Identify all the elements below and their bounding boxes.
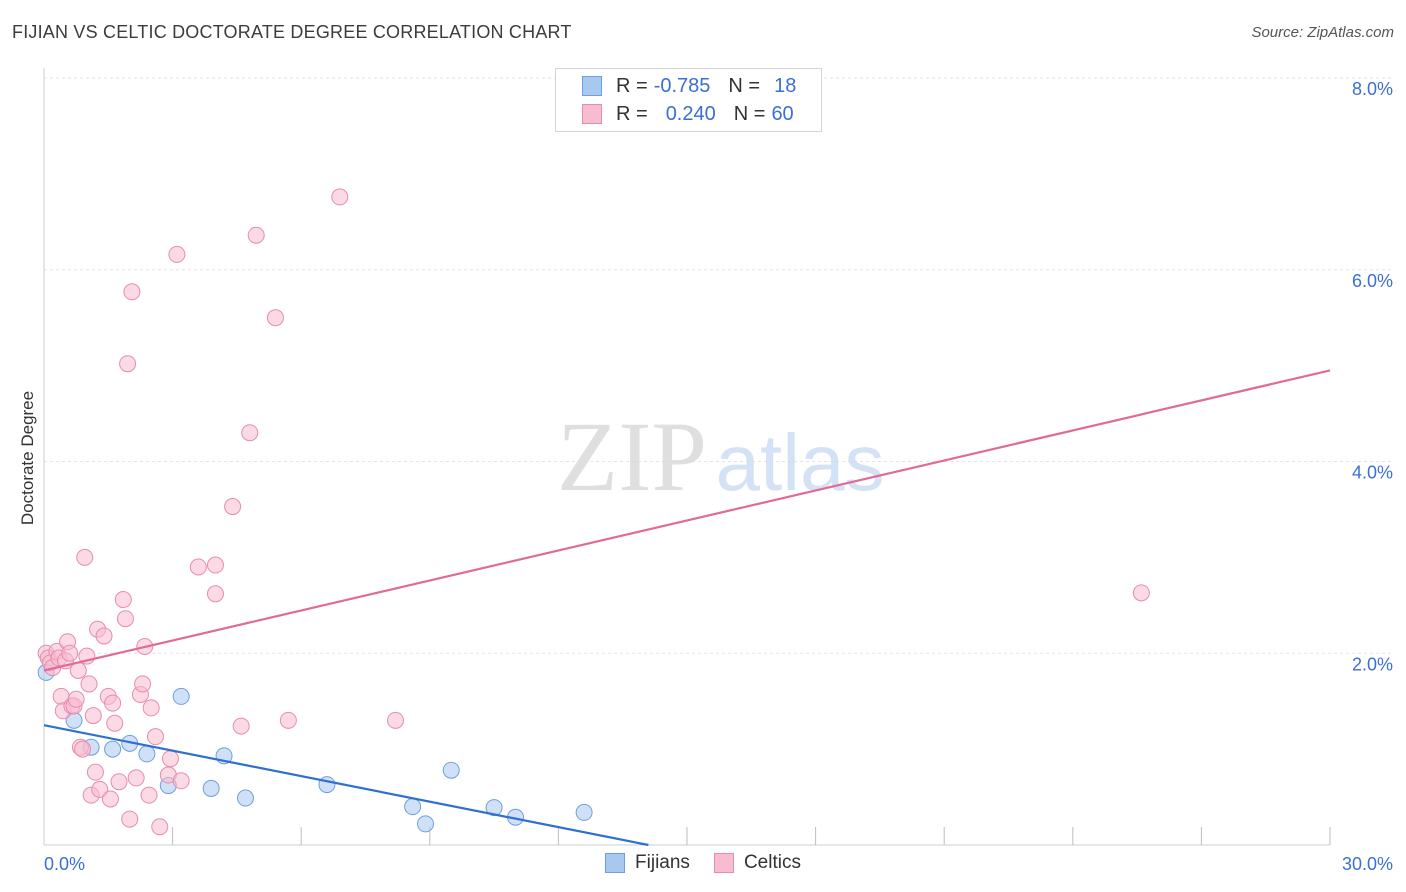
point-fijians [202, 779, 220, 797]
y-tick-label: 8.0% [1352, 79, 1393, 99]
point-celtics [146, 728, 164, 746]
point-celtics [331, 188, 349, 206]
point-celtics [151, 818, 169, 836]
point-celtics [140, 786, 158, 804]
grid [44, 77, 1392, 654]
point-celtics [114, 591, 132, 609]
point-celtics [116, 610, 134, 628]
point-celtics [104, 694, 122, 712]
trend-line-fijians [43, 724, 649, 847]
point-celtics [127, 769, 145, 787]
point-celtics [101, 790, 119, 808]
point-fijians [138, 745, 156, 763]
point-celtics [161, 750, 179, 768]
point-celtics [172, 772, 190, 790]
point-celtics [67, 690, 85, 708]
point-celtics [123, 283, 141, 301]
point-celtics [232, 717, 250, 735]
point-celtics [121, 810, 139, 828]
point-celtics [266, 309, 284, 327]
point-celtics [241, 424, 259, 442]
point-celtics [189, 558, 207, 576]
series-swatch-fijians [605, 853, 626, 873]
point-fijians [104, 740, 122, 758]
point-celtics [119, 355, 137, 373]
point-celtics [61, 644, 79, 662]
point-celtics [206, 556, 224, 574]
series-label-fijians: Fijians [635, 852, 690, 873]
point-celtics [279, 711, 297, 729]
point-celtics [387, 711, 405, 729]
point-fijians [172, 687, 190, 705]
point-celtics [106, 714, 124, 732]
point-fijians [485, 799, 503, 817]
point-celtics [1132, 584, 1150, 602]
legend-swatch-fijians [582, 76, 602, 96]
point-celtics [84, 707, 102, 725]
point-celtics [76, 548, 94, 566]
legend-row-fijians: R = -0.785 N = 18 [582, 73, 796, 99]
series-label-celtics: Celtics [743, 852, 801, 873]
point-fijians [442, 761, 460, 779]
point-celtics [91, 780, 109, 798]
trend-lines [43, 369, 1331, 847]
point-fijians [318, 776, 336, 794]
point-celtics [74, 740, 92, 758]
trend-line-celtics [43, 369, 1331, 672]
y-axis-label: Doctorate Degree [18, 391, 37, 525]
legend-r-label: R = [616, 102, 648, 125]
watermark-atlas: atlas [716, 418, 885, 507]
series-swatch-celtics [713, 853, 734, 873]
point-celtics [142, 699, 160, 717]
legend-n-label: N = [728, 74, 761, 97]
point-celtics [95, 627, 113, 645]
correlation-legend: R = -0.785 N = 18 R = 0.240 N = 60 [555, 68, 822, 132]
point-fijians [236, 789, 254, 807]
point-celtics [247, 226, 265, 244]
point-fijians [404, 798, 422, 816]
legend-n-value: 60 [771, 102, 794, 125]
series-legend: Fijians Celtics [0, 852, 1406, 874]
legend-row-celtics: R = 0.240 N = 60 [582, 101, 794, 127]
point-celtics [80, 675, 98, 693]
legend-swatch-celtics [582, 104, 602, 124]
point-celtics [206, 585, 224, 603]
series-legend-celtics[interactable]: Celtics [713, 852, 801, 874]
scatter-points [37, 188, 1150, 836]
point-celtics [86, 763, 104, 781]
chart-title: FIJIAN VS CELTIC DOCTORATE DEGREE CORREL… [12, 22, 572, 42]
point-celtics [224, 498, 242, 516]
source-label: Source: ZipAtlas.com [1251, 24, 1394, 41]
legend-r-value: -0.785 [653, 74, 711, 97]
point-celtics [134, 675, 152, 693]
point-fijians [575, 803, 593, 821]
x-tick-label: 0.0% [44, 854, 85, 874]
axes: 2.0% 4.0% 6.0% 8.0% 0.0% 30.0% [43, 68, 1393, 874]
legend-n-value: 18 [774, 74, 797, 97]
x-tick-label: 30.0% [1342, 854, 1393, 874]
watermark-zip: ZIP [557, 401, 707, 512]
legend-r-label: R = [616, 74, 648, 97]
point-celtics [110, 773, 128, 791]
legend-n-label: N = [733, 102, 766, 125]
legend-r-value: 0.240 [665, 102, 716, 125]
point-celtics [168, 245, 186, 263]
y-tick-label: 2.0% [1352, 654, 1393, 674]
y-tick-label: 4.0% [1352, 463, 1393, 483]
series-legend-fijians[interactable]: Fijians [605, 852, 690, 874]
point-fijians [417, 815, 435, 833]
y-tick-label: 6.0% [1352, 271, 1393, 291]
